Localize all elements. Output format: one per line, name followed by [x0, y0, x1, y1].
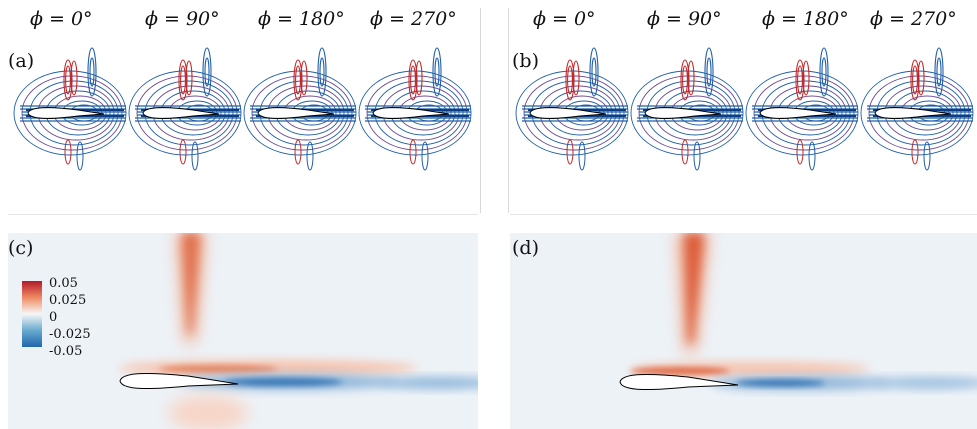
phase-label-90-left: ϕ = 90°	[145, 8, 220, 30]
panel-a-svg	[12, 46, 473, 172]
divider-left	[480, 8, 481, 213]
phase-label-180-left: ϕ = 180°	[258, 8, 345, 30]
colorbar-tick-min: -0.05	[49, 344, 83, 359]
panel-b-svg	[514, 46, 975, 172]
divider-right	[508, 8, 509, 213]
panel-a-contours	[8, 40, 478, 215]
phase-label-90-right: ϕ = 90°	[647, 8, 722, 30]
colorbar-tick-zero: 0	[49, 310, 58, 325]
panel-label-c: (c)	[8, 237, 34, 259]
panel-b-contours	[510, 40, 977, 215]
phase-label-0-right: ϕ = 0°	[533, 8, 596, 30]
panel-label-b: (b)	[512, 50, 539, 72]
panel-label-a: (a)	[8, 50, 35, 72]
phase-label-270-right: ϕ = 270°	[870, 8, 957, 30]
panel-c-svg	[8, 233, 478, 429]
divider-bottom-left	[8, 214, 478, 215]
colorbar-tick-max: 0.05	[49, 276, 78, 291]
colorbar	[22, 281, 42, 347]
panel-d-field	[510, 233, 977, 429]
panel-d-svg	[510, 233, 977, 429]
panel-label-d: (d)	[512, 237, 539, 259]
colorbar-tick-mid-pos: 0.025	[49, 293, 87, 308]
phase-label-0-left: ϕ = 0°	[30, 8, 93, 30]
divider-bottom-right	[510, 214, 977, 215]
colorbar-tick-mid-neg: -0.025	[49, 327, 91, 342]
phase-label-270-left: ϕ = 270°	[370, 8, 457, 30]
phase-label-180-right: ϕ = 180°	[762, 8, 849, 30]
panel-c-field	[8, 233, 478, 429]
